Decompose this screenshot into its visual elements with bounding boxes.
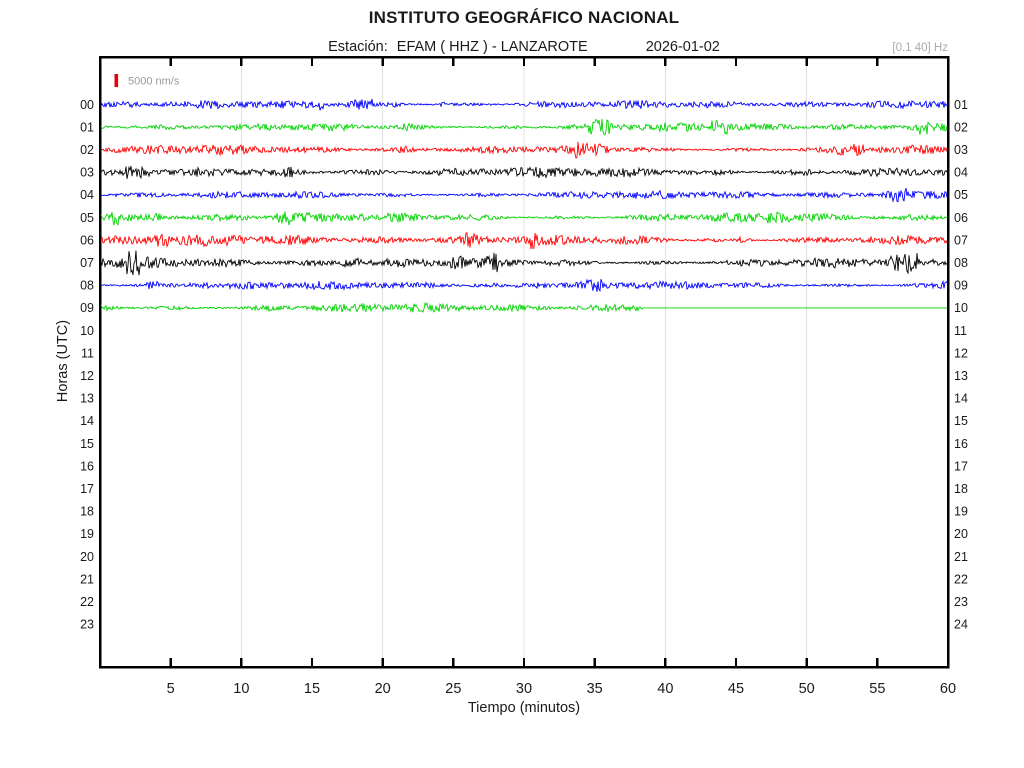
hour-label-right-24: 24 (954, 618, 968, 632)
hour-label-left-17: 17 (80, 482, 94, 496)
hour-label-right-05: 05 (954, 188, 968, 202)
hour-label-left-18: 18 (80, 505, 94, 519)
grid-lines (240, 57, 808, 667)
hour-label-left-16: 16 (80, 459, 94, 473)
tick-label-15: 15 (304, 681, 320, 697)
hour-label-left-13: 13 (80, 392, 94, 406)
hour-label-left-01: 01 (80, 120, 94, 134)
tick-label-10: 10 (233, 681, 249, 697)
hour-label-right-13: 13 (954, 369, 968, 383)
trace-hour-00 (100, 98, 948, 111)
hour-label-right-12: 12 (954, 346, 968, 360)
axis-ticks (169, 57, 879, 667)
hour-label-left-03: 03 (80, 166, 94, 180)
tick-label-35: 35 (587, 681, 603, 697)
hour-label-left-22: 22 (80, 595, 94, 609)
trace-hour-03 (100, 165, 948, 180)
hour-label-left-23: 23 (80, 618, 94, 632)
hour-label-left-09: 09 (80, 301, 94, 315)
hour-label-right-22: 22 (954, 572, 968, 586)
hour-label-left-20: 20 (80, 550, 94, 564)
hour-label-left-12: 12 (80, 369, 94, 383)
hour-label-right-15: 15 (954, 414, 968, 428)
hour-label-left-06: 06 (80, 233, 94, 247)
hour-label-right-03: 03 (954, 143, 968, 157)
hour-label-left-00: 00 (80, 98, 94, 112)
scale-marker-icon (114, 74, 119, 87)
tick-label-60: 60 (940, 681, 956, 697)
hour-label-right-07: 07 (954, 233, 968, 247)
trace-hour-01 (100, 118, 948, 136)
hour-label-left-04: 04 (80, 188, 94, 202)
tick-label-55: 55 (869, 681, 885, 697)
hour-label-right-19: 19 (954, 505, 968, 519)
tick-label-5: 5 (167, 681, 175, 697)
hour-label-left-10: 10 (80, 324, 94, 338)
hour-label-left-14: 14 (80, 414, 94, 428)
hour-label-left-07: 07 (80, 256, 94, 270)
tick-label-25: 25 (445, 681, 461, 697)
station-label: Estación: (328, 39, 388, 55)
hour-label-right-11: 11 (954, 324, 967, 338)
tick-label-45: 45 (728, 681, 744, 697)
trace-hour-08 (100, 278, 948, 292)
tick-labels: 5 10 15 20 25 30 35 40 45 50 55 60 (167, 681, 956, 697)
seismic-traces (100, 98, 948, 313)
hour-label-right-10: 10 (954, 301, 968, 315)
hour-labels-left: 00 01 02 03 04 05 06 07 08 09 10 11 12 13 14 15 16 17 18 19… (80, 98, 94, 632)
page-title: INSTITUTO GEOGRÁFICO NACIONAL (368, 8, 680, 27)
hour-label-right-04: 04 (954, 166, 968, 180)
trace-hour-04 (100, 187, 948, 203)
trace-hour-09 (100, 301, 947, 313)
hour-label-right-09: 09 (954, 279, 968, 293)
hour-label-right-17: 17 (954, 459, 968, 473)
hour-label-right-01: 01 (954, 98, 968, 112)
hour-label-left-08: 08 (80, 279, 94, 293)
hour-label-right-14: 14 (954, 392, 968, 406)
hour-labels-right: 01 02 03 04 05 06 07 08 09 10 11 12 13 14 15 16 17 18 19 20… (954, 98, 968, 632)
hour-label-right-18: 18 (954, 482, 968, 496)
hour-label-right-21: 21 (954, 550, 968, 564)
hour-label-left-11: 11 (81, 346, 94, 360)
tick-label-20: 20 (375, 681, 391, 697)
trace-hour-07 (100, 250, 948, 276)
hour-label-left-05: 05 (80, 211, 94, 225)
station-value: EFAM ( HHZ ) - LANZAROTE (396, 39, 588, 55)
record-date: 2026-01-02 (645, 39, 720, 55)
scale-label: 5000 nm/s (128, 76, 180, 88)
hour-label-right-16: 16 (954, 437, 968, 451)
scale-indicator: 5000 nm/s (114, 74, 180, 88)
tick-label-40: 40 (657, 681, 673, 697)
hour-label-left-02: 02 (80, 143, 94, 157)
trace-hour-02 (100, 141, 948, 159)
hour-label-left-19: 19 (80, 527, 94, 541)
hour-label-left-21: 21 (80, 572, 94, 586)
x-axis-label: Tiempo (minutos) (467, 700, 581, 716)
subtitle-row: Estación: EFAM ( HHZ ) - LANZAROTE 2026-… (100, 39, 948, 55)
filter-band-label: [0.1 40] Hz (892, 42, 948, 54)
hour-label-left-15: 15 (80, 437, 94, 451)
hour-label-right-02: 02 (954, 120, 968, 134)
trace-hour-06 (100, 232, 948, 250)
hour-label-right-20: 20 (954, 527, 968, 541)
hour-label-right-08: 08 (954, 256, 968, 270)
tick-label-50: 50 (799, 681, 815, 697)
hour-label-right-23: 23 (954, 595, 968, 609)
hour-label-right-06: 06 (954, 211, 968, 225)
trace-hour-05 (100, 211, 948, 226)
tick-label-30: 30 (516, 681, 532, 697)
